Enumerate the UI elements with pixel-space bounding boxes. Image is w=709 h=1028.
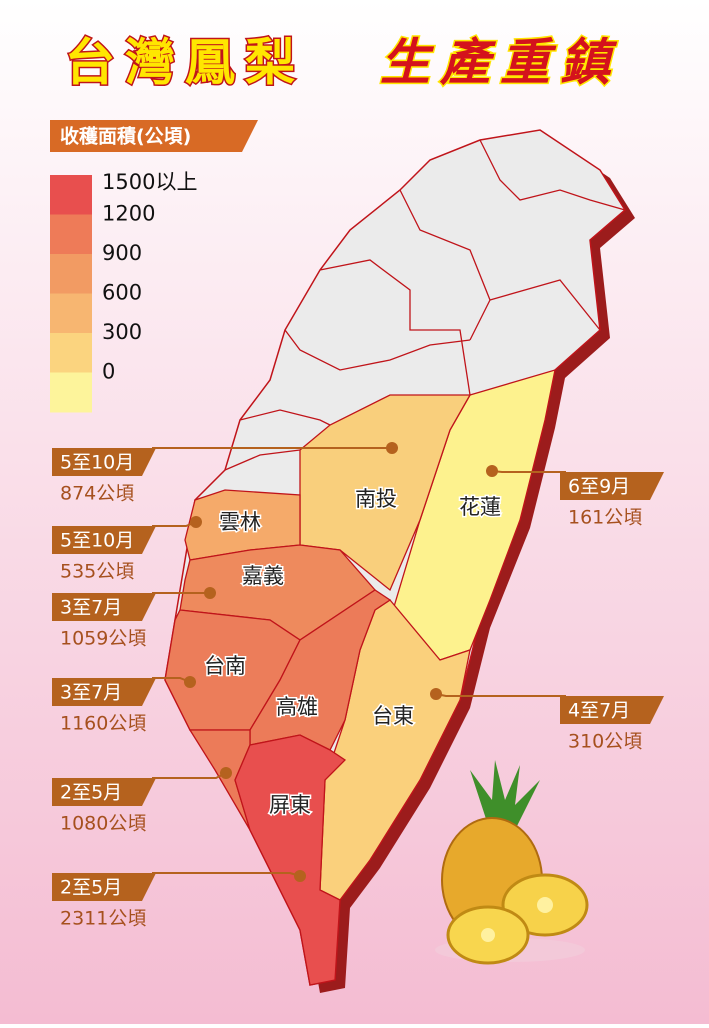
border [479,139,626,211]
callouts: 5至10月 874公頃 5至10月 535公頃 3至7月 1059公頃 3至7月 1160公頃… [52,442,664,930]
season-box [52,526,156,554]
season: 3至7月 [60,682,122,704]
pineapple-core [481,928,495,942]
north-borders [224,139,626,471]
leader-dot [220,767,232,779]
pineapple-core [537,897,553,913]
season-box [52,678,156,706]
season: 2至5月 [60,877,122,899]
leader-line [491,470,566,473]
season-box [52,873,156,901]
legend-swatch [50,333,92,373]
legend-swatch [50,293,92,334]
legend-label: 300 [102,320,142,344]
legend-label: 1500以上 [102,170,197,194]
season-box [560,472,664,500]
area: 1080公頃 [60,813,146,835]
legend: 1500以上 1200 900 600 300 0 [50,170,197,413]
legend-label: 600 [102,281,142,305]
title-part2: 生產重鎮 [380,34,620,92]
area: 874公頃 [60,483,134,505]
season-box [52,593,156,621]
area: 1059公頃 [60,628,146,650]
leader-dot [294,870,306,882]
leader-dot [486,465,498,477]
leader-dot [430,688,442,700]
season: 5至10月 [60,452,134,474]
area: 161公頃 [568,507,642,529]
legend-swatch [50,372,92,413]
legend-swatch [50,175,92,215]
season-box [52,778,156,806]
season: 6至9月 [568,476,630,498]
legend-label: 900 [102,241,142,265]
season: 5至10月 [60,530,134,552]
area: 1160公頃 [60,713,146,735]
border [239,409,331,426]
region-name: 台東 [372,704,414,728]
area: 535公頃 [60,561,134,583]
border [284,329,471,371]
region-name: 台南 [204,654,246,678]
region-name: 嘉義 [242,564,284,588]
season-box [52,448,156,476]
region-name: 南投 [355,487,397,511]
pineapple-leaves [470,760,540,830]
area: 2311公頃 [60,908,146,930]
region-name: 高雄 [276,695,318,719]
pineapple-illustration [435,760,589,965]
region-name: 雲林 [219,510,261,534]
leader-dot [190,516,202,528]
border [489,279,601,331]
legend-title: 收穫面積(公頃) [60,125,191,148]
region-area [234,734,347,986]
region-name: 屏東 [269,793,311,817]
legend-swatch [50,214,92,255]
season: 2至5月 [60,782,122,804]
map [164,129,635,993]
border [399,189,491,341]
season: 4至7月 [568,700,630,722]
region-name: 花蓮 [459,495,501,519]
title-part1: 台灣鳳梨 [65,34,305,92]
season: 3至7月 [60,597,122,619]
area: 310公頃 [568,731,642,753]
leader-dot [184,676,196,688]
region-area [249,589,392,751]
leader-dot [386,442,398,454]
legend-label: 0 [102,360,115,384]
legend-label: 1200 [102,202,155,226]
legend-swatch [50,254,92,294]
leader-dot [204,587,216,599]
legend-title-box [50,120,258,152]
season-box [560,696,664,724]
border [224,449,301,471]
